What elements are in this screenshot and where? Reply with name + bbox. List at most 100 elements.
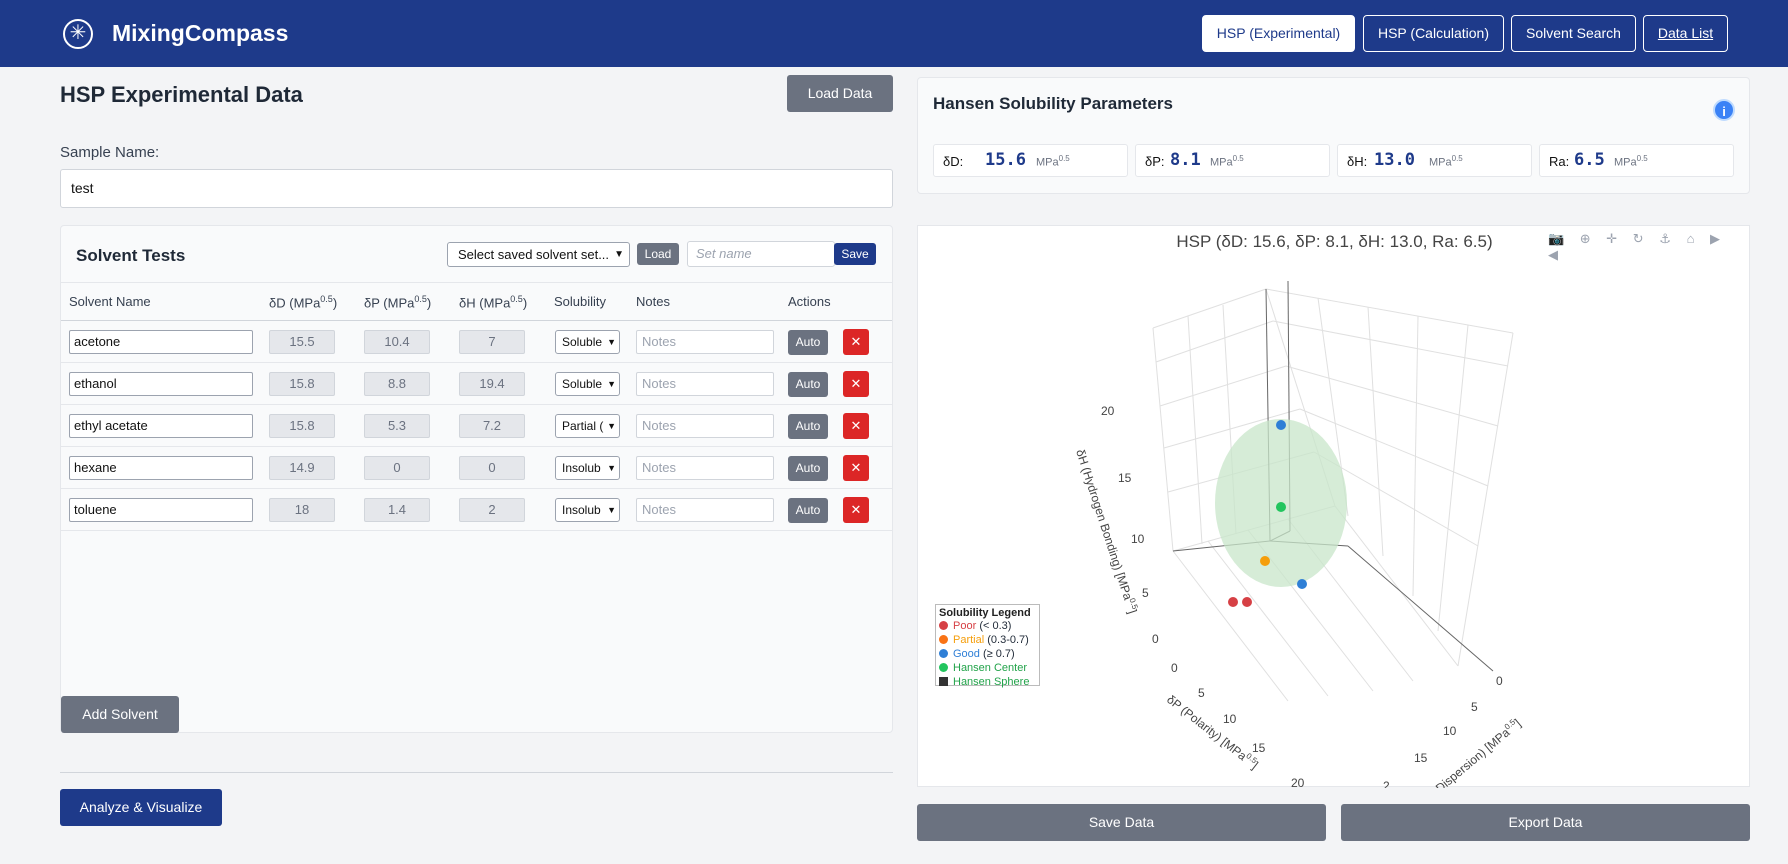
solvent-name-input[interactable]: acetone [69,330,253,354]
legend-item-sphere: Hansen Sphere [939,675,1036,689]
point-toluene[interactable] [1228,597,1238,607]
hsp-results-card: Hansen Solubility Parameters i δD: 15.6 … [917,77,1750,194]
plot-title: HSP (δD: 15.6, δP: 8.1, δH: 13.0, Ra: 6.… [1176,232,1493,251]
hsp-3d-plot[interactable]: HSP (δD: 15.6, δP: 8.1, δH: 13.0, Ra: 6.… [917,225,1750,788]
auto-button[interactable]: Auto [788,414,828,439]
delete-icon[interactable]: ✕ [843,497,869,523]
point-hexane[interactable] [1242,597,1252,607]
dp-value: 1.4 [364,498,430,522]
export-data-button[interactable]: Export Data [1341,804,1750,841]
tick-label: 10 [1223,712,1237,726]
chevron-down-icon: ▼ [605,373,616,395]
dh-value: 7 [459,330,525,354]
plot-toolbar-icons[interactable]: 📷 ⊕ ✛ ↻ ⚓ ⌂ ▶ ◀ [1548,231,1727,262]
auto-button[interactable]: Auto [788,372,828,397]
saved-set-select[interactable]: Select saved solvent set... ▼ [447,242,630,267]
legend-item-good: Good (≥ 0.7) [939,647,1036,661]
delete-icon[interactable]: ✕ [843,371,869,397]
auto-button[interactable]: Auto [788,456,828,481]
dh-value: 0 [459,456,525,480]
chevron-down-icon: ▼ [614,249,624,260]
nav-hsp-calculation[interactable]: HSP (Calculation) [1363,15,1504,52]
dp-value: 0 [364,456,430,480]
solvent-tests-title: Solvent Tests [76,246,186,265]
notes-input[interactable]: Notes [636,372,774,396]
table-row: ethanol 15.8 8.8 19.4 Soluble ▼ Notes Aut… [61,363,892,405]
tick-label: 10 [1443,724,1457,738]
notes-input[interactable]: Notes [636,414,774,438]
tick-label: 20 [1101,404,1115,418]
solubility-select[interactable]: Partial (▼ [555,414,620,438]
legend-item-center: Hansen Center [939,661,1036,675]
solubility-select[interactable]: Insolub ▼ [555,498,620,522]
dh-value: 2 [459,498,525,522]
tick-label: 15 [1118,471,1132,485]
dp-value: 10.4 [364,330,430,354]
nav-data-list[interactable]: Data List [1643,15,1728,52]
tick-label: 5 [1198,686,1205,700]
dd-value: 15.5 [269,330,335,354]
dd-value: 18 [269,498,335,522]
dh-value: 19.4 [459,372,525,396]
table-row: ethyl acetate 15.8 5.3 7.2 Partial (▼ No… [61,405,892,447]
point-acetone[interactable] [1297,579,1307,589]
auto-button[interactable]: Auto [788,330,828,355]
solubility-select[interactable]: Insolub ▼ [555,456,620,480]
solubility-select[interactable]: Soluble ▼ [555,372,620,396]
dh-value: 7.2 [459,414,525,438]
add-solvent-button[interactable]: Add Solvent [61,696,179,733]
param-ra: Ra: 6.5 MPa0.5 [1539,144,1734,177]
plot-3d-svg: 20 15 10 5 0 0 5 10 15 20 0 5 10 15 2 δH… [1073,280,1524,788]
ticks-dd: 0 5 10 15 2 [1383,674,1503,788]
chevron-down-icon: ▼ [605,457,616,479]
point-ethanol[interactable] [1276,420,1286,430]
solubility-select[interactable]: Soluble ▼ [555,330,620,354]
auto-button[interactable]: Auto [788,498,828,523]
notes-input[interactable]: Notes [636,456,774,480]
dd-value: 15.8 [269,414,335,438]
col-dd: δD (MPa0.5) [269,294,338,311]
point-ethyl-acetate[interactable] [1260,556,1270,566]
delete-icon[interactable]: ✕ [843,329,869,355]
sample-name-input[interactable]: test [60,169,893,208]
tick-label: 15 [1252,741,1266,755]
hansen-center-point[interactable] [1276,502,1286,512]
notes-input[interactable]: Notes [636,498,774,522]
solvent-name-input[interactable]: hexane [69,456,253,480]
nav-hsp-experimental[interactable]: HSP (Experimental) [1202,15,1355,52]
param-dd: δD: 15.6 MPa0.5 [933,144,1128,177]
saved-set-select-value: Select saved solvent set... [458,247,610,262]
dp-value: 5.3 [364,414,430,438]
solvent-name-input[interactable]: ethanol [69,372,253,396]
compass-logo-icon: ✳ [63,19,93,49]
dd-value: 15.8 [269,372,335,396]
load-set-button[interactable]: Load [637,243,679,265]
dd-value: 14.9 [269,456,335,480]
solvent-name-input[interactable]: toluene [69,498,253,522]
axis-title-dp: δP (Polarity) [MPa0.5] [1164,692,1261,773]
save-data-button[interactable]: Save Data [917,804,1326,841]
nav-solvent-search[interactable]: Solvent Search [1511,15,1636,52]
info-icon[interactable]: i [1713,99,1735,121]
delete-icon[interactable]: ✕ [843,413,869,439]
delete-icon[interactable]: ✕ [843,455,869,481]
chevron-down-icon: ▼ [605,331,616,353]
save-set-button[interactable]: Save [834,243,876,265]
col-notes: Notes [636,294,670,309]
hsp-title: Hansen Solubility Parameters [933,94,1173,113]
legend-item-poor: Poor (< 0.3) [939,619,1036,633]
notes-input[interactable]: Notes [636,330,774,354]
col-actions: Actions [788,294,831,309]
solvent-name-input[interactable]: ethyl acetate [69,414,253,438]
table-row: hexane 14.9 0 0 Insolub ▼ Notes Auto ✕ [61,447,892,489]
tick-label: 0 [1152,632,1159,646]
set-name-input[interactable]: Set name [687,241,835,267]
tick-label: 5 [1142,586,1149,600]
load-data-button[interactable]: Load Data [787,75,893,112]
solvent-tests-card: Solvent Tests Select saved solvent set..… [60,225,893,733]
page-title: HSP Experimental Data [60,82,303,107]
sample-name-label: Sample Name: [60,144,160,161]
brand-name[interactable]: MixingCompass [112,20,289,46]
col-dh: δH (MPa0.5) [459,294,528,311]
analyze-visualize-button[interactable]: Analyze & Visualize [60,789,222,826]
